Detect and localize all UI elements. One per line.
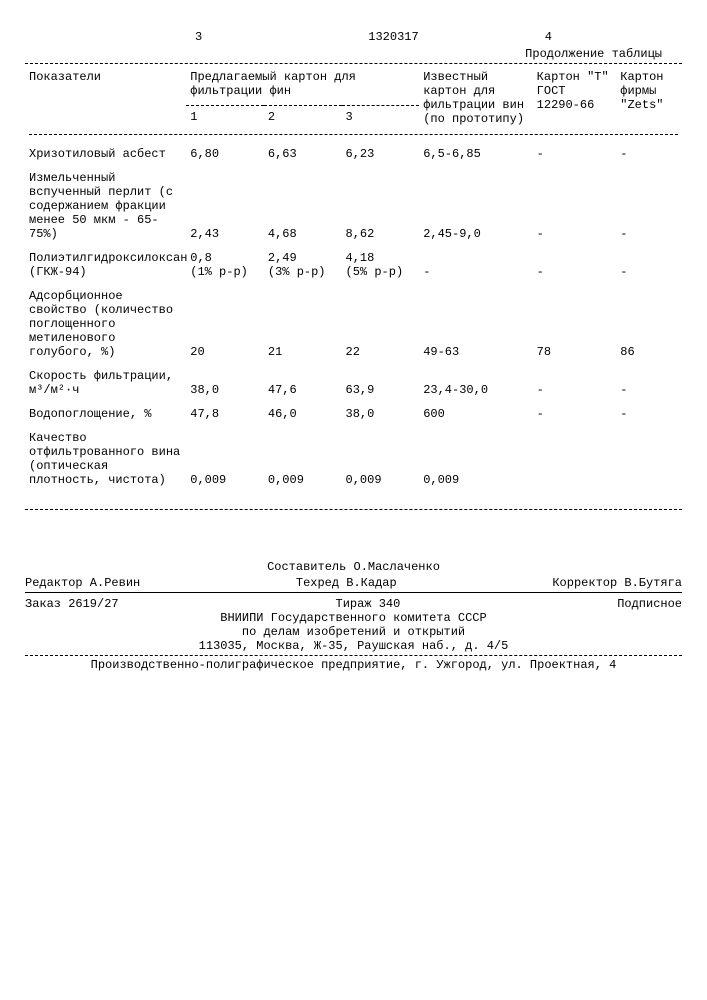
cell: 6,23 [342,139,420,163]
cell [533,423,617,489]
divider [25,63,682,64]
th-proposed: Предлагаемый картон для фильтрации фин [186,66,419,106]
cell: 2,49 (3% р-р) [264,243,342,281]
cell: 2,43 [186,163,264,243]
th-kartont: Картон "Т" ГОСТ 12290-66 [533,66,617,130]
table-row: Полиэтилгидроксилоксан (ГКЖ-94)0,8 (1% р… [25,243,682,281]
cell: 0,8 (1% р-р) [186,243,264,281]
cell: Водопоглощение, % [25,399,186,423]
table-row: Водопоглощение, %47,846,038,0600-- [25,399,682,423]
cell: 4,18 (5% р-р) [342,243,420,281]
techred: Техред В.Кадар [296,576,397,590]
corrector: Корректор В.Бутяга [552,576,682,590]
th-c2: 2 [264,106,342,130]
cell: 63,9 [342,361,420,399]
cell [616,423,682,489]
cell: Качество отфильтрованного вина (оптическ… [25,423,186,489]
addr: 113035, Москва, Ж-35, Раушская наб., д. … [25,639,682,653]
table-row: Адсорбционное свойство (количество погло… [25,281,682,361]
cell: 4,68 [264,163,342,243]
cell: - [616,399,682,423]
cell: 47,6 [264,361,342,399]
cell: 23,4-30,0 [419,361,532,399]
cell: Адсорбционное свойство (количество погло… [25,281,186,361]
cell: 78 [533,281,617,361]
cell: 49-63 [419,281,532,361]
cell: - [533,163,617,243]
cell: 22 [342,281,420,361]
order: Заказ 2619/27 [25,597,119,611]
cell: 46,0 [264,399,342,423]
table-body: Хризотиловый асбест6,806,636,236,5-6,85-… [25,130,682,489]
table-row: Качество отфильтрованного вина (оптическ… [25,423,682,489]
page-numbers: 3 1320317 4 [25,30,682,44]
cell: Хризотиловый асбест [25,139,186,163]
cell: - [419,243,532,281]
page-center: 1320317 [368,30,418,44]
th-c3: 3 [342,106,420,130]
sub: Подписное [617,597,682,611]
cell: - [616,243,682,281]
cell: 21 [264,281,342,361]
cell: 38,0 [186,361,264,399]
org1: ВНИИПИ Государственного комитета СССР [25,611,682,625]
org2: по делам изобретений и открытий [25,625,682,639]
th-c1: 1 [186,106,264,130]
footer: Составитель О.Маслаченко Редактор А.Реви… [25,560,682,672]
table-row: Скорость фильтрации, м³/м²·ч38,047,663,9… [25,361,682,399]
cell: - [533,243,617,281]
page-left: 3 [195,30,202,44]
tirage: Тираж 340 [336,597,401,611]
cell: Измельченный вспученный перлит (с содерж… [25,163,186,243]
cell: 2,45-9,0 [419,163,532,243]
cell: 0,009 [186,423,264,489]
th-indicator: Показатели [25,66,186,130]
divider [25,509,682,510]
cell: - [616,139,682,163]
compiler: Составитель О.Маслаченко [25,560,682,574]
cell: - [533,361,617,399]
page-right: 4 [545,30,552,44]
cell: - [533,399,617,423]
cell: 0,009 [419,423,532,489]
cell: 600 [419,399,532,423]
cell: 47,8 [186,399,264,423]
cell: 0,009 [342,423,420,489]
editor: Редактор А.Ревин [25,576,140,590]
cell: Полиэтилгидроксилоксан (ГКЖ-94) [25,243,186,281]
cell: - [533,139,617,163]
cell: 6,80 [186,139,264,163]
divider [25,655,682,656]
divider [25,592,682,593]
table-row: Измельченный вспученный перлит (с содерж… [25,163,682,243]
cell: 6,63 [264,139,342,163]
cell: 38,0 [342,399,420,423]
cell: 6,5-6,85 [419,139,532,163]
cell: - [616,361,682,399]
cell: 86 [616,281,682,361]
cell: 8,62 [342,163,420,243]
th-zets: Картон фирмы "Zets" [616,66,682,130]
cell: Скорость фильтрации, м³/м²·ч [25,361,186,399]
table-row: Хризотиловый асбест6,806,636,236,5-6,85-… [25,139,682,163]
cell: 0,009 [264,423,342,489]
table-continuation: Продолжение таблицы [25,47,662,61]
th-known: Известный картон для фильтрации вин (по … [419,66,532,130]
data-table: Показатели Предлагаемый картон для фильт… [25,66,682,489]
cell: 20 [186,281,264,361]
cell: - [616,163,682,243]
print: Производственно-полиграфическое предприя… [25,658,682,672]
